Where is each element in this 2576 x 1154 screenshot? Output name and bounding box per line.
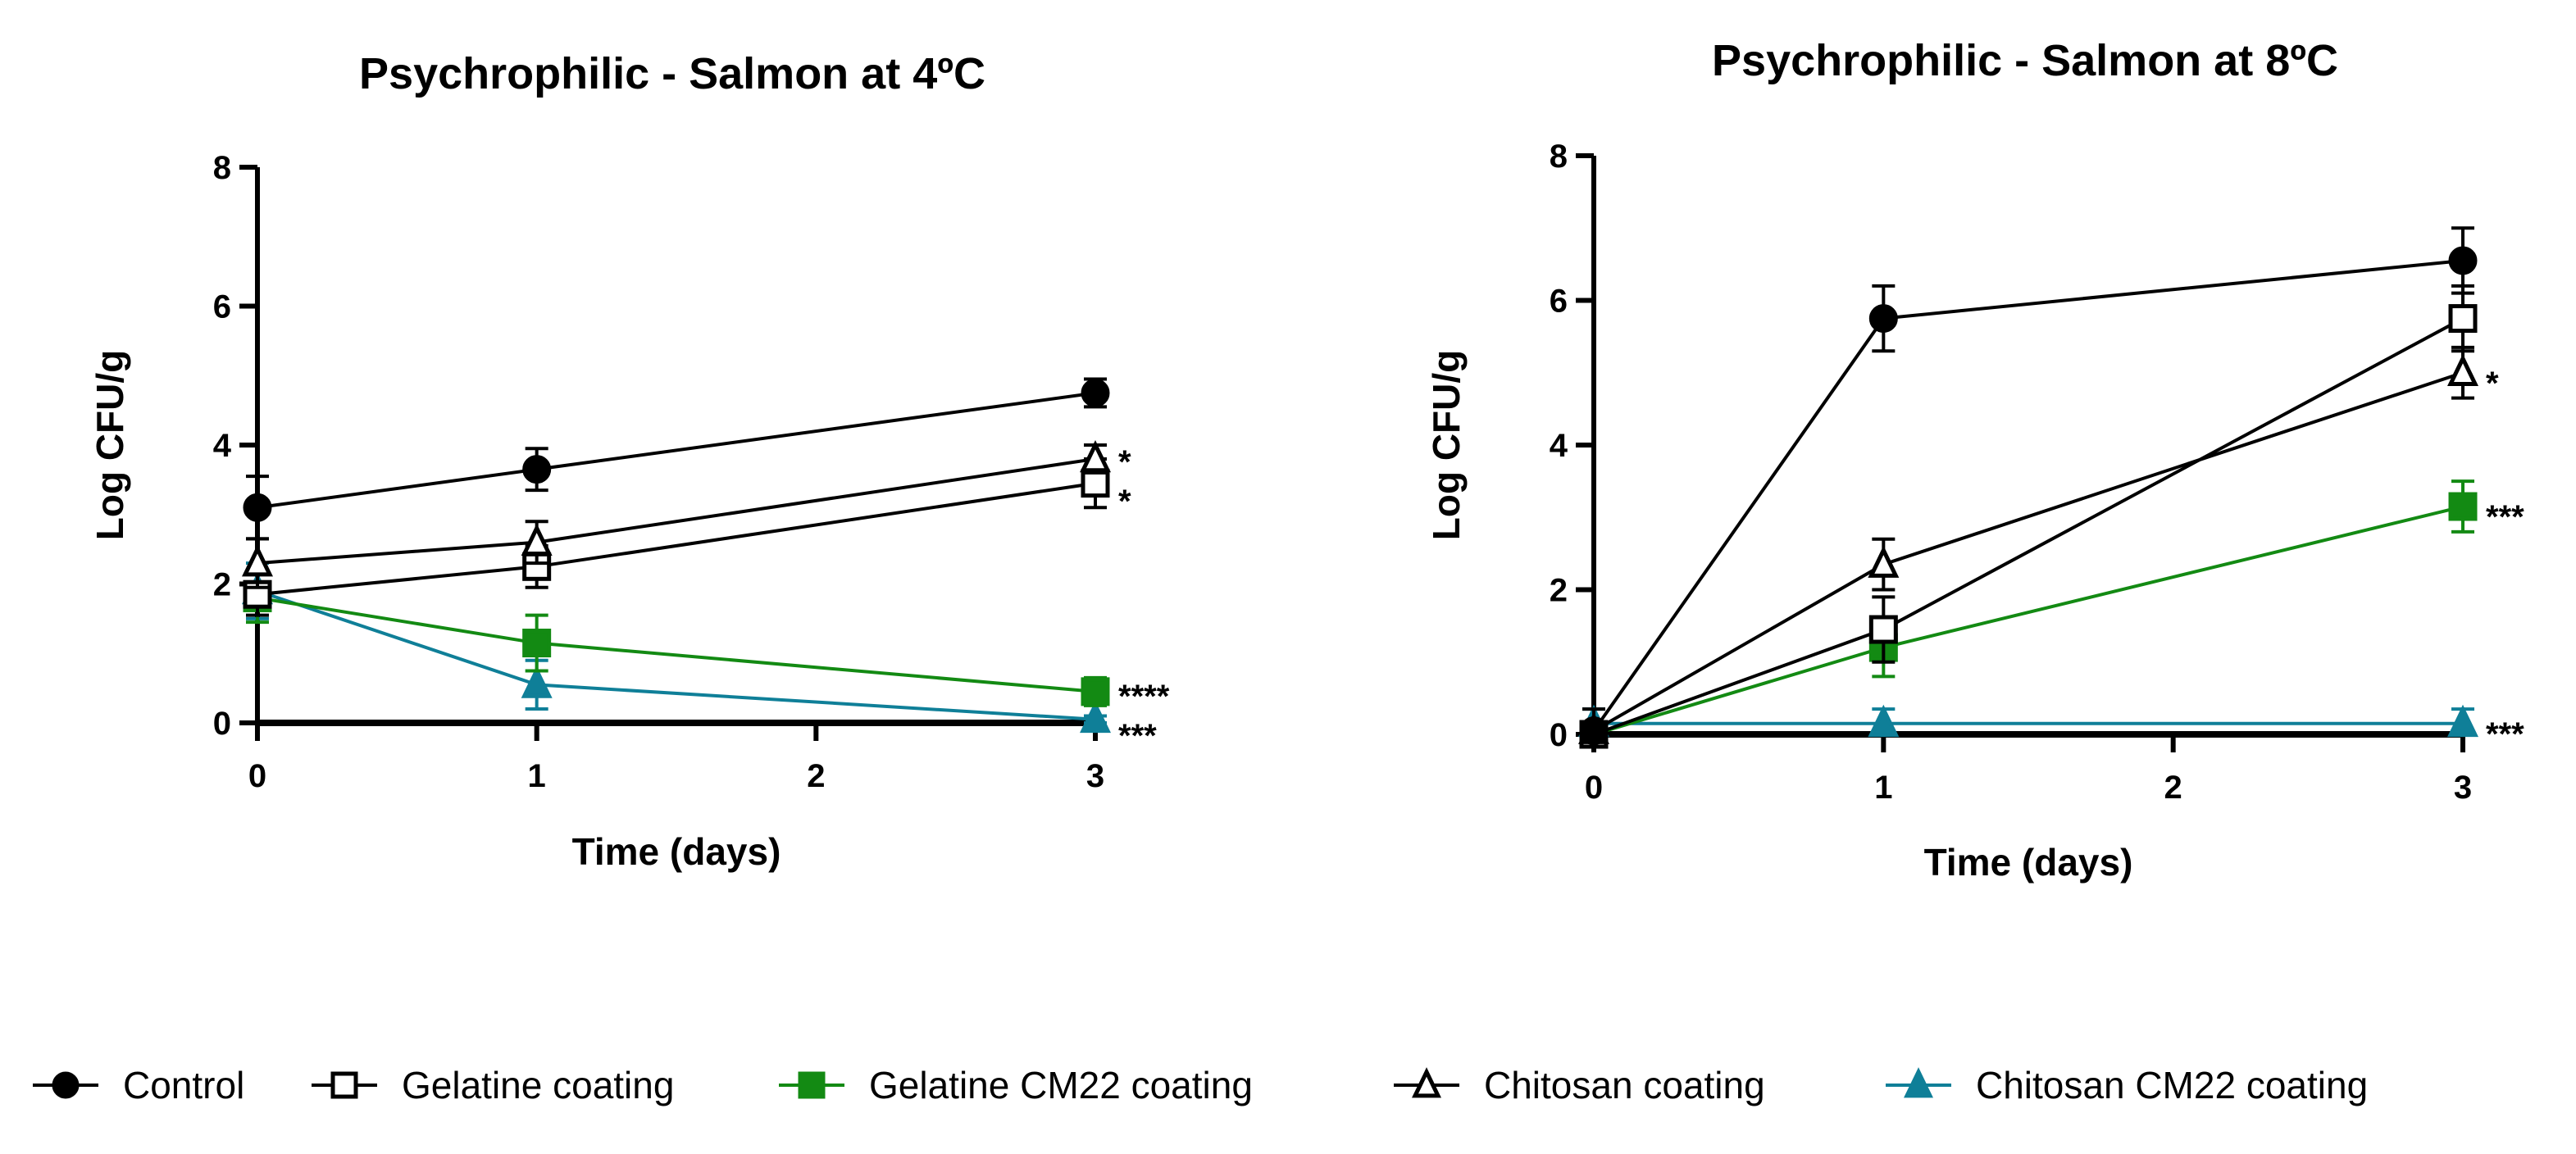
data-point bbox=[2447, 353, 2478, 387]
data-point bbox=[521, 666, 553, 698]
series-gelatine-coating: * bbox=[243, 457, 1131, 617]
data-point bbox=[2448, 492, 2478, 521]
data-point bbox=[1868, 615, 1898, 644]
significance-annotation: * bbox=[1118, 484, 1131, 520]
significance-annotation: *** bbox=[2486, 499, 2524, 535]
x-tick-label: 1 bbox=[1874, 770, 1892, 806]
series-line bbox=[1593, 505, 2464, 736]
legend: Control Gelatine coating Gelatine CM22 coa… bbox=[33, 1064, 2368, 1106]
chart-panel-4c: Psychrophilic - Salmon at 4ºC Time (days)… bbox=[89, 49, 1170, 873]
data-point bbox=[1080, 700, 1111, 734]
series-gelatine-cm22-coating: *** bbox=[1579, 479, 2524, 749]
significance-annotation: * bbox=[1118, 444, 1131, 480]
x-tick-label: 3 bbox=[1086, 758, 1104, 794]
y-axis-label: Log CFU/g bbox=[89, 350, 131, 541]
significance-annotation: * bbox=[2486, 366, 2499, 402]
data-point bbox=[522, 629, 552, 658]
y-axis-label: Log CFU/g bbox=[1425, 350, 1468, 541]
y-tick-label: 4 bbox=[1550, 428, 1568, 464]
significance-annotation: *** bbox=[1118, 718, 1157, 754]
series-line bbox=[1592, 258, 2464, 732]
data-point bbox=[2447, 704, 2478, 738]
x-axis-label: Time (days) bbox=[1924, 841, 2133, 884]
x-tick-label: 0 bbox=[1585, 770, 1603, 806]
x-tick-label: 3 bbox=[2454, 770, 2472, 806]
series-line bbox=[257, 481, 1096, 597]
legend-label: Gelatine coating bbox=[402, 1064, 674, 1106]
legend-marker bbox=[1904, 1067, 1933, 1098]
x-tick-label: 2 bbox=[807, 758, 825, 794]
data-point bbox=[1868, 545, 1900, 578]
legend-item: Chitosan CM22 coating bbox=[1886, 1064, 2368, 1106]
y-tick-label: 8 bbox=[213, 150, 231, 186]
data-point bbox=[1579, 716, 1609, 746]
series-line bbox=[257, 391, 1096, 510]
series-chitosan-cm22-coating: *** bbox=[1578, 704, 2524, 752]
data-point bbox=[2448, 304, 2478, 334]
x-axis-label: Time (days) bbox=[572, 830, 781, 873]
y-tick-label: 2 bbox=[1550, 573, 1568, 609]
legend-marker bbox=[798, 1071, 826, 1099]
data-point bbox=[243, 493, 272, 522]
legend-item: Gelatine coating bbox=[312, 1064, 674, 1106]
significance-annotation: **** bbox=[1118, 679, 1170, 715]
series-line bbox=[1593, 316, 2464, 736]
data-point bbox=[522, 455, 552, 484]
legend-item: Gelatine CM22 coating bbox=[779, 1064, 1253, 1106]
legend-marker bbox=[330, 1071, 358, 1099]
series-control bbox=[1579, 226, 2478, 746]
legend-marker bbox=[1412, 1067, 1441, 1098]
x-tick-label: 2 bbox=[2164, 770, 2182, 806]
significance-annotation: *** bbox=[2486, 716, 2524, 752]
legend-label: Chitosan coating bbox=[1484, 1064, 1765, 1106]
legend-label: Gelatine CM22 coating bbox=[869, 1064, 1253, 1106]
chart-title: Psychrophilic - Salmon at 4ºC bbox=[359, 49, 985, 98]
data-point bbox=[1081, 378, 1110, 407]
series-chitosan-coating: * bbox=[242, 439, 1131, 589]
data-point bbox=[2448, 246, 2478, 275]
legend-label: Control bbox=[123, 1064, 244, 1106]
y-tick-label: 0 bbox=[213, 706, 231, 742]
x-tick-label: 1 bbox=[528, 758, 546, 794]
x-tick-label: 0 bbox=[248, 758, 266, 794]
chart-panel-8c: Psychrophilic - Salmon at 8ºC Time (days)… bbox=[1425, 36, 2524, 884]
legend-item: Control bbox=[33, 1064, 244, 1106]
series-gelatine-cm22-coating: **** bbox=[243, 571, 1170, 715]
y-tick-label: 0 bbox=[1550, 717, 1568, 753]
chart-title: Psychrophilic - Salmon at 8ºC bbox=[1712, 36, 2338, 85]
series-line bbox=[257, 457, 1096, 566]
data-point bbox=[1081, 469, 1110, 498]
data-point bbox=[1081, 677, 1110, 706]
series-control bbox=[243, 377, 1110, 541]
series-chitosan-coating: * bbox=[1578, 345, 2499, 744]
series-gelatine-coating bbox=[1579, 284, 2478, 749]
series-line bbox=[257, 596, 1096, 693]
data-point bbox=[1868, 304, 1898, 334]
legend-label: Chitosan CM22 coating bbox=[1976, 1064, 2368, 1106]
data-point bbox=[521, 523, 553, 556]
y-tick-label: 6 bbox=[213, 289, 231, 325]
legend-item: Chitosan coating bbox=[1394, 1064, 1765, 1106]
data-point bbox=[242, 544, 273, 577]
y-tick-label: 2 bbox=[213, 567, 231, 603]
y-tick-label: 4 bbox=[213, 428, 232, 464]
data-point bbox=[1868, 704, 1900, 738]
legend-marker bbox=[52, 1071, 80, 1099]
y-tick-label: 6 bbox=[1550, 284, 1568, 320]
y-tick-label: 8 bbox=[1550, 139, 1568, 175]
data-point bbox=[1080, 439, 1111, 473]
